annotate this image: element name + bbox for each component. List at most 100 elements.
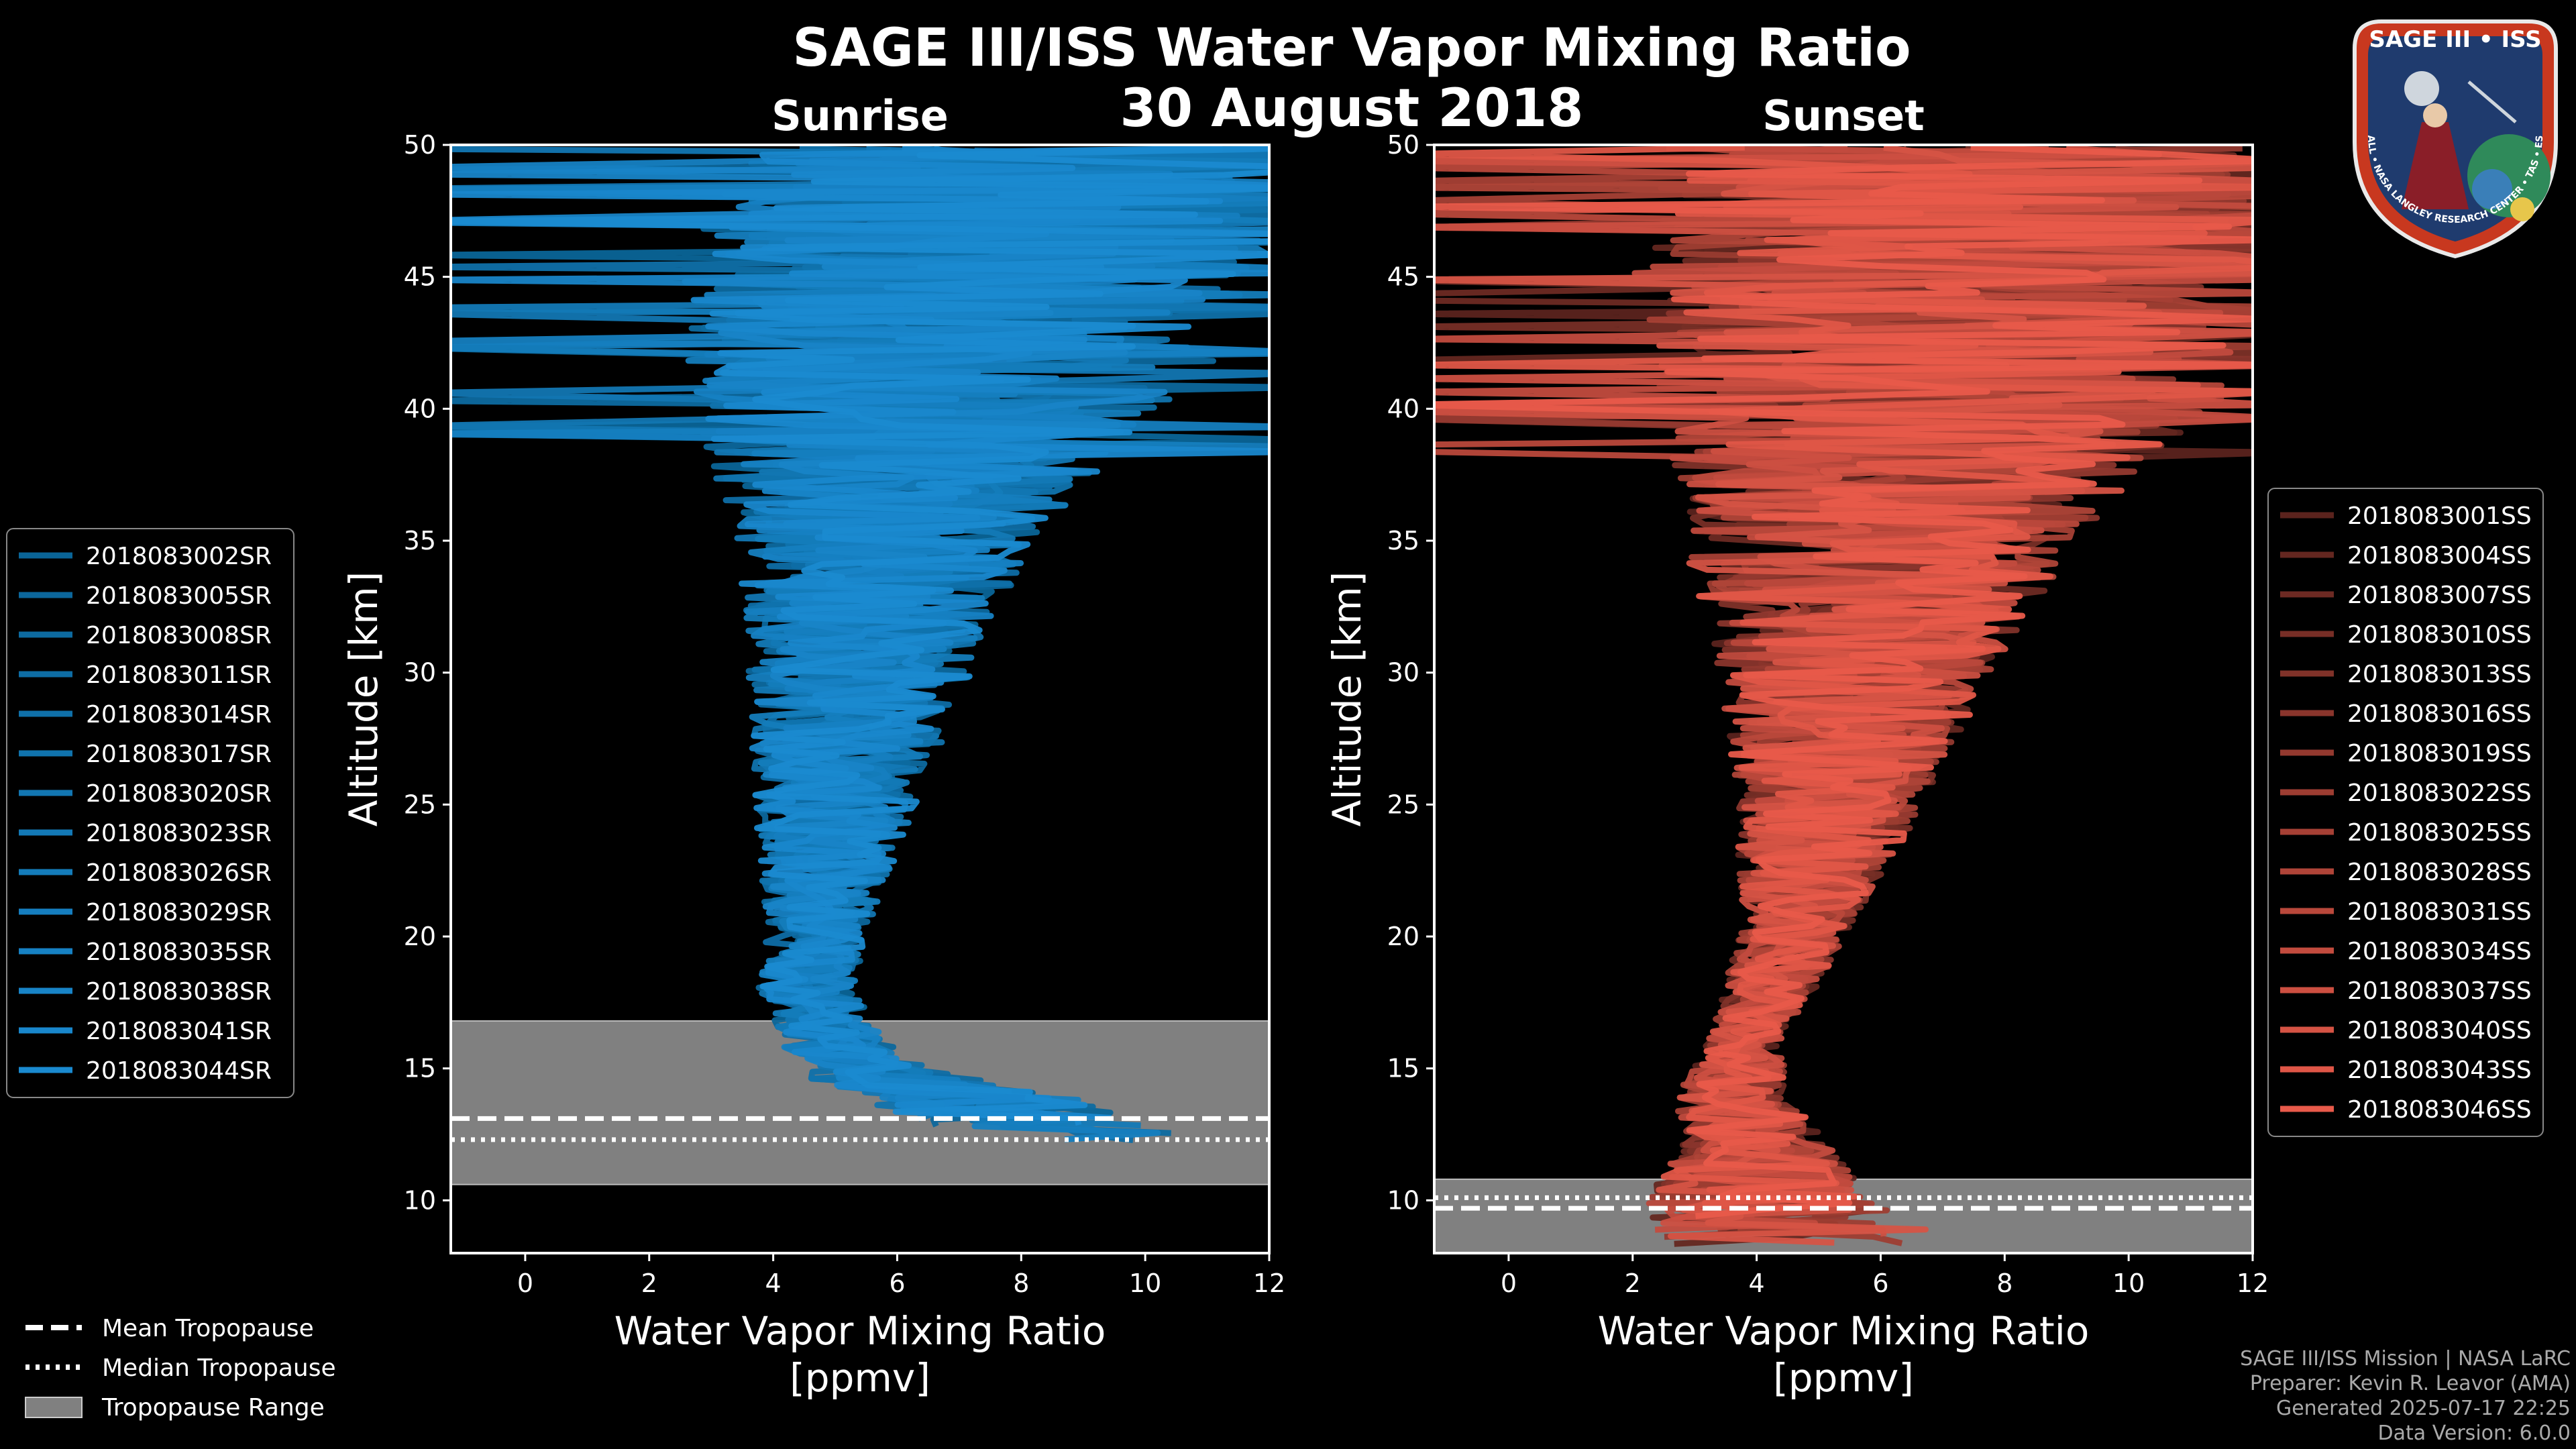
tropopause-range-swatch bbox=[25, 1397, 83, 1418]
plot-frame bbox=[449, 144, 1271, 1254]
x-axis-label: Water Vapor Mixing Ratio bbox=[614, 1308, 1106, 1354]
panel-title: Sunrise bbox=[771, 91, 949, 140]
sunrise-panel: 10 15 20 25 30 35 40 45 50 0 2 4 6 8 10 12 Sunrise Water … bbox=[6, 91, 1285, 1401]
y-tick-label: 30 bbox=[1387, 658, 1419, 688]
x-axis-label: Water Vapor Mixing Ratio bbox=[1598, 1308, 2090, 1354]
legend-label-2018083040SS: 2018083040SS bbox=[2347, 1017, 2532, 1044]
plot-frame bbox=[1433, 144, 2254, 1254]
y-tick-label: 25 bbox=[404, 790, 436, 819]
panel-title: Sunset bbox=[1762, 91, 1925, 140]
credit-data-version: Data Version: 6.0.0 bbox=[2378, 1421, 2571, 1445]
x-tick-label: 2 bbox=[641, 1269, 657, 1298]
y-tick-label: 10 bbox=[1387, 1185, 1419, 1215]
legend-label-2018083005SR: 2018083005SR bbox=[86, 582, 272, 610]
credit-generated: Generated 2025-07-17 22:25 bbox=[2276, 1397, 2571, 1420]
x-tick-label: 4 bbox=[765, 1269, 782, 1298]
y-tick-label: 15 bbox=[404, 1054, 436, 1083]
logo-ocean-icon bbox=[2472, 169, 2512, 209]
credit-mission: SAGE III/ISS Mission | NASA LaRC bbox=[2240, 1347, 2571, 1371]
legend-label-2018083031SS: 2018083031SS bbox=[2347, 898, 2532, 926]
y-tick-label: 20 bbox=[404, 922, 436, 951]
legend-label-2018083019SS: 2018083019SS bbox=[2347, 740, 2532, 767]
legend-label-2018083037SS: 2018083037SS bbox=[2347, 977, 2532, 1005]
series-legend: 2018083001SS 2018083004SS 2018083007SS 2018… bbox=[2267, 488, 2544, 1137]
profile-line-2018083044SR bbox=[451, 146, 1269, 1126]
series-legend-box bbox=[2267, 488, 2544, 1137]
y-tick-label: 40 bbox=[404, 394, 436, 423]
legend-label-2018083041SR: 2018083041SR bbox=[86, 1018, 272, 1045]
legend-label-2018083029SR: 2018083029SR bbox=[86, 899, 272, 926]
x-tick-label: 6 bbox=[1872, 1269, 1888, 1298]
x-axis-label-units: [ppmv] bbox=[1773, 1355, 1914, 1401]
legend-label-2018083001SS: 2018083001SS bbox=[2347, 502, 2532, 530]
legend-label-2018083028SS: 2018083028SS bbox=[2347, 859, 2532, 886]
x-tick-label: 12 bbox=[1253, 1269, 1285, 1298]
legend-label-2018083026SR: 2018083026SR bbox=[86, 859, 272, 887]
x-tick-label: 8 bbox=[1996, 1269, 2012, 1298]
legend-label-2018083008SR: 2018083008SR bbox=[86, 622, 272, 649]
median-tropopause-label: Median Tropopause bbox=[102, 1354, 336, 1382]
plot-area bbox=[1434, 145, 2253, 1253]
series-legend-box bbox=[6, 528, 294, 1098]
x-tick-label: 10 bbox=[2112, 1269, 2145, 1298]
sage-iii-iss-mission-logo: SAGE III • ISS BALL • NASA LANGLEY RESEA… bbox=[2341, 8, 2558, 259]
y-tick-label: 15 bbox=[1387, 1054, 1419, 1083]
y-tick-label: 35 bbox=[404, 526, 436, 555]
y-tick-label: 10 bbox=[404, 1185, 436, 1215]
credits: SAGE III/ISS Mission | NASA LaRC Prepare… bbox=[2240, 1347, 2571, 1445]
credit-preparer: Preparer: Kevin R. Leavor (AMA) bbox=[2250, 1372, 2571, 1395]
x-tick-label: 10 bbox=[1129, 1269, 1161, 1298]
tropopause-legend: Mean Tropopause Median Tropopause Tropop… bbox=[25, 1315, 336, 1421]
legend-label-2018083011SR: 2018083011SR bbox=[86, 661, 272, 689]
sunset-panel: 10 15 20 25 30 35 40 45 50 0 2 4 6 8 10 12 Sunset Water V… bbox=[1324, 91, 2544, 1401]
legend-label-2018083023SR: 2018083023SR bbox=[86, 820, 272, 847]
plot-area bbox=[451, 145, 1269, 1185]
x-tick-label: 0 bbox=[517, 1269, 533, 1298]
x-axis-label-units: [ppmv] bbox=[790, 1355, 930, 1401]
legend-label-2018083017SR: 2018083017SR bbox=[86, 741, 272, 768]
y-tick-label: 45 bbox=[1387, 262, 1419, 292]
legend-label-2018083014SR: 2018083014SR bbox=[86, 701, 272, 729]
legend-label-2018083016SS: 2018083016SS bbox=[2347, 700, 2532, 728]
tropopause-range-label: Tropopause Range bbox=[101, 1394, 325, 1421]
y-tick-label: 50 bbox=[404, 130, 436, 160]
x-tick-label: 2 bbox=[1625, 1269, 1641, 1298]
legend-label-2018083002SR: 2018083002SR bbox=[86, 543, 272, 570]
legend-label-2018083013SS: 2018083013SS bbox=[2347, 661, 2532, 688]
series-legend: 2018083002SR 2018083005SR 2018083008SR 2018… bbox=[6, 528, 294, 1098]
legend-label-2018083044SR: 2018083044SR bbox=[86, 1057, 272, 1085]
logo-sun-icon bbox=[2510, 197, 2534, 221]
legend-label-2018083034SS: 2018083034SS bbox=[2347, 938, 2532, 965]
date-title: 30 August 2018 bbox=[1120, 78, 1584, 139]
legend-label-2018083025SS: 2018083025SS bbox=[2347, 819, 2532, 847]
logo-top-text: SAGE III • ISS bbox=[2369, 26, 2541, 53]
x-tick-label: 0 bbox=[1501, 1269, 1517, 1298]
legend-label-2018083035SR: 2018083035SR bbox=[86, 938, 272, 966]
y-tick-label: 45 bbox=[404, 262, 436, 292]
y-tick-label: 50 bbox=[1387, 130, 1419, 160]
profile-line-2018083043SS bbox=[1434, 145, 2253, 1213]
profile-line-2018083046SS bbox=[1434, 145, 2253, 1220]
x-tick-label: 4 bbox=[1749, 1269, 1765, 1298]
legend-label-2018083046SS: 2018083046SS bbox=[2347, 1096, 2532, 1124]
legend-label-2018083020SR: 2018083020SR bbox=[86, 780, 272, 808]
logo-station-icon bbox=[2467, 80, 2517, 123]
mean-tropopause-label: Mean Tropopause bbox=[102, 1315, 314, 1342]
y-axis-label: Altitude [km] bbox=[1324, 572, 1370, 826]
y-tick-label: 35 bbox=[1387, 526, 1419, 555]
legend-label-2018083007SS: 2018083007SS bbox=[2347, 582, 2532, 609]
legend-label-2018083038SR: 2018083038SR bbox=[86, 978, 272, 1006]
logo-head-icon bbox=[2423, 103, 2447, 127]
legend-label-2018083043SS: 2018083043SS bbox=[2347, 1057, 2532, 1084]
legend-label-2018083022SS: 2018083022SS bbox=[2347, 780, 2532, 807]
x-tick-label: 8 bbox=[1013, 1269, 1029, 1298]
y-tick-label: 30 bbox=[404, 658, 436, 688]
main-title: SAGE III/ISS Water Vapor Mixing Ratio bbox=[792, 18, 1911, 78]
legend-label-2018083004SS: 2018083004SS bbox=[2347, 542, 2532, 570]
legend-label-2018083010SS: 2018083010SS bbox=[2347, 621, 2532, 649]
y-tick-label: 25 bbox=[1387, 790, 1419, 819]
x-tick-label: 12 bbox=[2237, 1269, 2269, 1298]
logo-moon-icon bbox=[2404, 71, 2439, 106]
y-tick-label: 20 bbox=[1387, 922, 1419, 951]
